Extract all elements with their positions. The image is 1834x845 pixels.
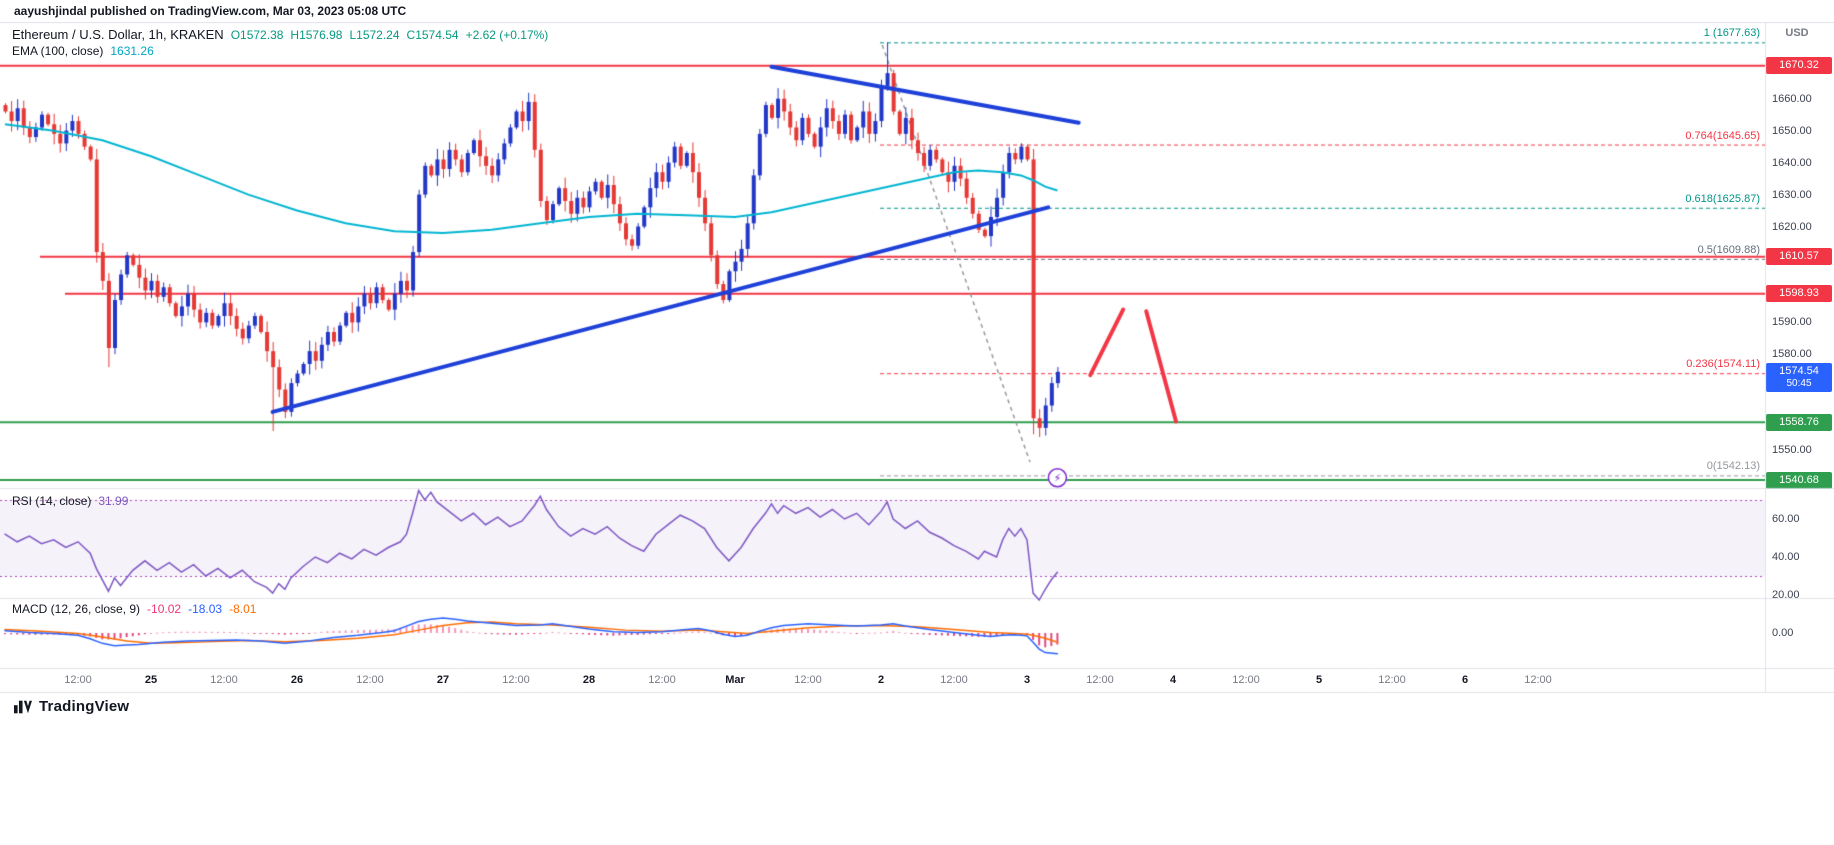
macd-hist-value: -10.02 — [147, 602, 182, 616]
ohlc-open: O1572.38 — [230, 28, 284, 42]
ema-label[interactable]: EMA (100, close) — [12, 44, 104, 58]
ohlc-close: C1574.54 — [406, 28, 459, 42]
tradingview-footer[interactable]: TradingView — [14, 698, 129, 715]
publisher-bar: aayushjindal published on TradingView.co… — [0, 0, 1834, 22]
publisher-text: aayushjindal published on TradingView.co… — [14, 4, 407, 18]
price-axis-unit: USD — [1785, 27, 1809, 39]
rsi-legend: RSI (14, close) 31.99 — [12, 494, 128, 508]
ohlc-low: L1572.24 — [349, 28, 400, 42]
macd-legend: MACD (12, 26, close, 9) -10.02 -18.03 -8… — [12, 602, 256, 616]
symbol-title[interactable]: Ethereum / U.S. Dollar, 1h, KRAKEN — [12, 27, 224, 42]
macd-label[interactable]: MACD (12, 26, close, 9) — [12, 602, 141, 616]
rsi-value: 31.99 — [98, 494, 129, 508]
ema-legend: EMA (100, close) 1631.26 — [12, 44, 154, 58]
macd-signal-value: -8.01 — [229, 602, 257, 616]
macd-line-value: -18.03 — [188, 602, 223, 616]
ema-value: 1631.26 — [110, 44, 154, 58]
tradingview-logo-icon — [14, 699, 32, 715]
symbol-legend: Ethereum / U.S. Dollar, 1h, KRAKEN O1572… — [12, 27, 548, 42]
rsi-label[interactable]: RSI (14, close) — [12, 494, 92, 508]
price-change: +2.62 (+0.17%) — [465, 28, 549, 42]
tradingview-brand-text: TradingView — [39, 698, 130, 715]
ohlc-high: H1576.98 — [290, 28, 343, 42]
